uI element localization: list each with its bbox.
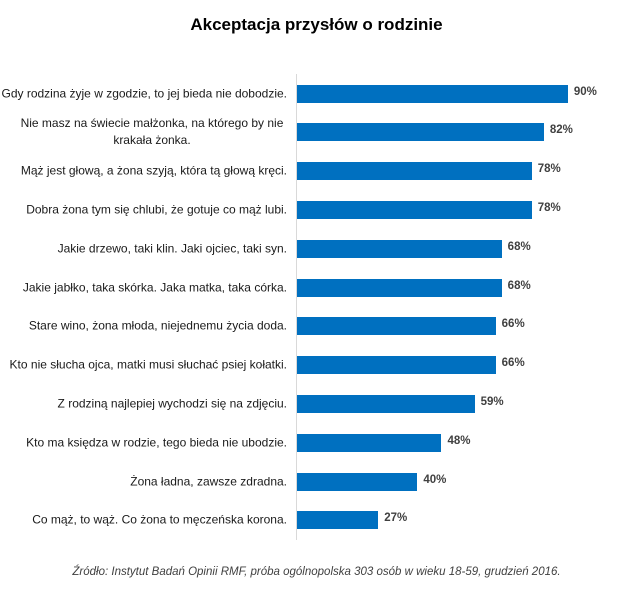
category-label: Mąż jest głową, a żona szyją, która tą g…: [20, 163, 287, 178]
bar: [297, 433, 442, 452]
value-label: 59%: [480, 395, 504, 408]
category-label: Jakie jabłko, taka skórka. Jaka matka, t…: [22, 280, 287, 294]
bar-row: Żona ładna, zawsze zdradna. 40%: [0, 463, 633, 501]
category-label: Gdy rodzina żyje w zgodzie, to jej bieda…: [1, 86, 287, 100]
category-label: Z rodziną najlepiej wychodzi się na zdję…: [57, 396, 287, 411]
bar-row: Kto ma księdza w rodzie, tego bieda nie …: [0, 424, 633, 462]
category-label: Nie masz na świecie małżonka, na którego…: [20, 116, 284, 148]
value-label: 78%: [537, 163, 561, 176]
value-label: 68%: [507, 279, 531, 292]
category-label: Kto nie słucha ojca, matki musi słuchać …: [9, 357, 287, 372]
bar-row: Mąż jest głową, a żona szyją, która tą g…: [0, 152, 633, 190]
value-label: 66%: [501, 357, 525, 370]
bar: [297, 394, 475, 413]
bar: [297, 511, 379, 530]
category-label: Co mąż, to wąż. Co żona to męczeńska kor…: [32, 512, 287, 527]
category-label: Stare wino, żona młoda, niejednemu życia…: [28, 318, 287, 333]
category-label: Dobra żona tym się chlubi, że gotuje co …: [26, 202, 287, 217]
value-label: 68%: [507, 240, 531, 253]
bar: [297, 200, 532, 219]
value-label: 82%: [549, 124, 573, 137]
bar: [297, 278, 502, 297]
bar: [297, 239, 502, 258]
value-label: 40%: [423, 473, 447, 486]
bar: [297, 123, 544, 142]
source-note: Źródło: Instytut Badań Opinii RMF, próba…: [72, 566, 561, 578]
bar-row: Co mąż, to wąż. Co żona to męczeńska kor…: [0, 501, 633, 539]
category-label: Żona ładna, zawsze zdradna.: [130, 474, 287, 488]
bar-row: Kto nie słucha ojca, matki musi słuchać …: [0, 346, 633, 384]
value-label: 27%: [384, 512, 408, 525]
bar-row: Dobra żona tym się chlubi, że gotuje co …: [0, 191, 633, 229]
bar-row: Stare wino, żona młoda, niejednemu życia…: [0, 307, 633, 345]
chart-title: Akceptacja przysłów o rodzinie: [190, 15, 443, 34]
category-label: Jakie drzewo, taki klin. Jaki ojciec, ta…: [57, 241, 287, 256]
bar-row: Gdy rodzina żyje w zgodzie, to jej bieda…: [0, 75, 633, 113]
bar: [297, 356, 496, 375]
value-label: 48%: [447, 434, 471, 447]
bar-row: Jakie drzewo, taki klin. Jaki ojciec, ta…: [0, 230, 633, 268]
bar-row: Jakie jabłko, taka skórka. Jaka matka, t…: [0, 269, 633, 307]
bar-row: Z rodziną najlepiej wychodzi się na zdję…: [0, 385, 633, 423]
value-label: 78%: [537, 201, 561, 214]
category-axis-line: [296, 74, 297, 540]
bar: [297, 317, 496, 336]
bar: [297, 84, 568, 103]
value-label: 90%: [573, 85, 597, 98]
value-label: 66%: [501, 318, 525, 331]
bar-row: Nie masz na świecie małżonka, na którego…: [0, 113, 633, 151]
category-label: Kto ma księdza w rodzie, tego bieda nie …: [26, 435, 287, 450]
bar: [297, 472, 418, 491]
bar: [297, 162, 532, 181]
